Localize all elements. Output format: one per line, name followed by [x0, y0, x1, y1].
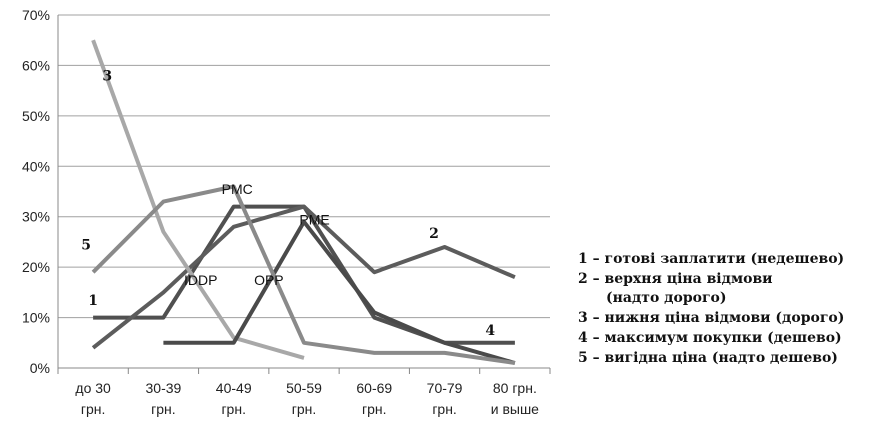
- annotation-label: OPP: [254, 272, 284, 288]
- series-lines: [91, 39, 516, 365]
- x-tick-label: 70-79 грн.: [427, 380, 463, 417]
- series-line-s3: [91, 39, 305, 360]
- x-tick-label: 40-49 грн.: [216, 380, 252, 417]
- y-tick-label: 50%: [22, 108, 50, 124]
- annotation-label: 5: [81, 237, 91, 253]
- annotation-label: 1: [88, 293, 98, 309]
- annotation-label: 4: [485, 323, 495, 339]
- y-tick-label: 40%: [22, 158, 50, 174]
- legend-entry-continuation: (надто дорого): [606, 290, 727, 307]
- y-tick-label: 0%: [30, 360, 50, 376]
- gridlines: [57, 14, 551, 374]
- line-annotations: 3 5 1 PMC PME IDDP OPP 2 4: [81, 69, 495, 340]
- series-line-s4: [163, 219, 516, 365]
- legend-entry: 2 – верхня ціна відмови: [578, 270, 773, 287]
- annotation-label: 3: [102, 69, 112, 85]
- legend-entry: 5 – вигідна ціна (надто дешево): [578, 349, 838, 366]
- annotation-label: PME: [299, 211, 329, 227]
- y-tick-label: 70%: [22, 7, 50, 23]
- y-tick-label: 30%: [22, 209, 50, 225]
- annotation-label: 2: [429, 226, 439, 242]
- y-axis-ticks: 0% 10% 20% 30% 40% 50% 60% 70%: [22, 7, 50, 376]
- legend-entry: 1 – готові заплатити (недешево): [578, 251, 845, 267]
- x-tick-label: 60-69 грн.: [356, 380, 392, 417]
- x-tick-label: 30-39 грн.: [146, 380, 182, 417]
- x-axis-ticks: до 30 грн. 30-39 грн. 40-49 грн. 50-59 грн. 60-6…: [75, 380, 539, 417]
- x-tick-label: 80 грн. и выше: [491, 380, 539, 417]
- y-tick-label: 20%: [22, 259, 50, 275]
- legend-entry: 3 – нижня ціна відмови (дорого): [578, 310, 845, 327]
- x-tick-label: 50-59 грн.: [286, 380, 322, 417]
- legend: 1 – готові заплатити (недешево) 2 – верхн…: [578, 250, 844, 368]
- x-tick-label: до 30 грн.: [75, 380, 111, 417]
- annotation-label: IDDP: [184, 272, 217, 288]
- y-tick-label: 10%: [22, 310, 50, 326]
- series-line-s5: [91, 184, 516, 365]
- y-tick-label: 60%: [22, 57, 50, 73]
- legend-entry: 4 – максимум покупки (дешево): [578, 329, 842, 346]
- series-line-s2: [91, 204, 516, 350]
- annotation-label: PMC: [222, 181, 253, 197]
